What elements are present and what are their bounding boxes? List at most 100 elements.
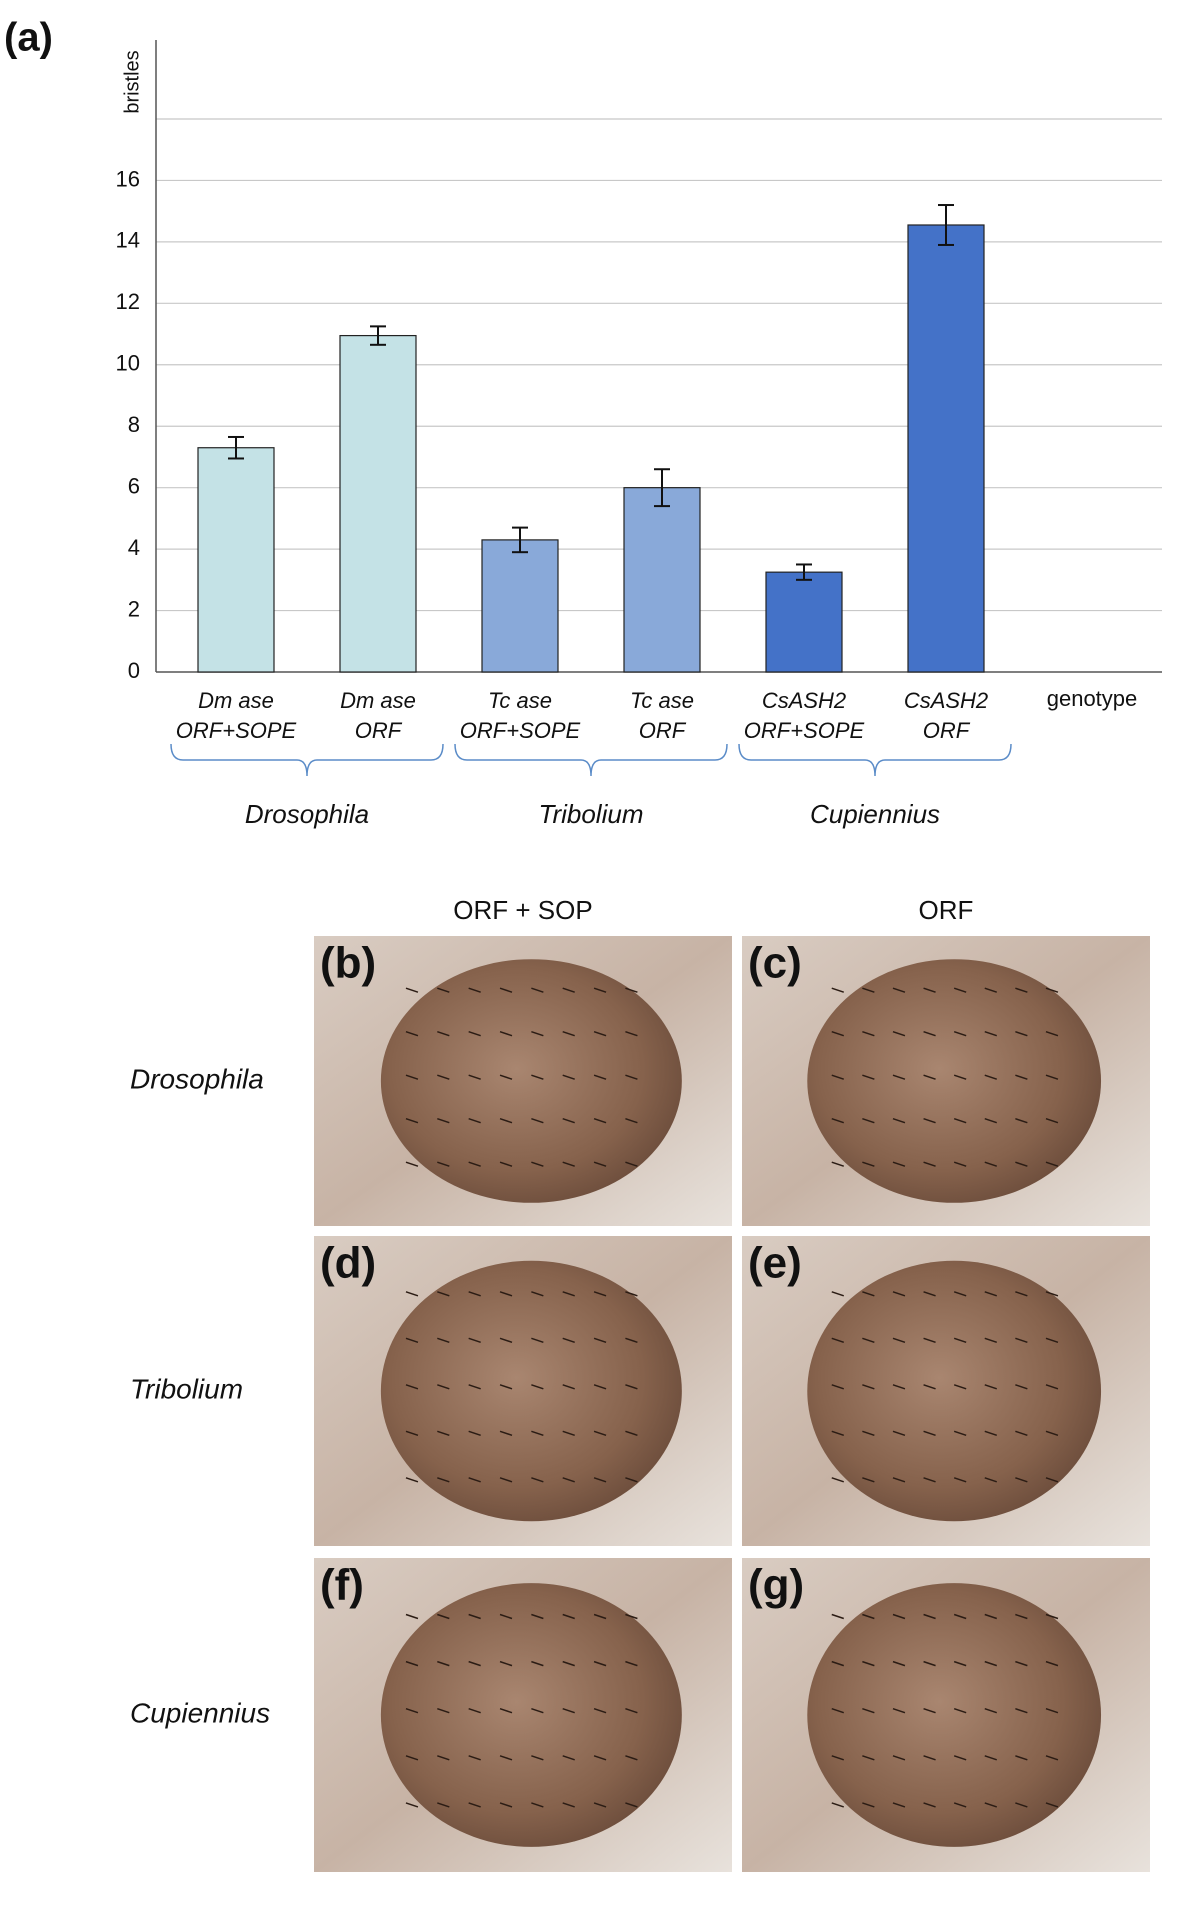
y-tick-label: 2 (128, 596, 140, 621)
bristle (531, 1613, 544, 1620)
bristle (1015, 1384, 1028, 1390)
bristle (831, 1802, 844, 1808)
bristle (405, 1074, 419, 1080)
bristle (468, 1030, 481, 1037)
bristle (468, 1337, 481, 1344)
bristle (831, 1074, 844, 1080)
bristle (892, 1477, 906, 1483)
bristle (1045, 1384, 1059, 1390)
bristle (862, 1477, 875, 1483)
bristle (531, 1477, 544, 1483)
bristle (831, 1161, 844, 1167)
bristle (984, 1660, 997, 1667)
bristle (1045, 1613, 1059, 1620)
bristle (1045, 1074, 1059, 1080)
bristle (831, 1708, 844, 1714)
bristle (593, 1337, 607, 1344)
bristle (625, 1337, 638, 1344)
bristle (892, 987, 906, 993)
bristle (437, 1161, 450, 1167)
bristle (437, 1384, 450, 1390)
bristle (862, 1660, 875, 1667)
bristle (468, 1755, 481, 1761)
bristle (405, 1755, 419, 1761)
bristle (923, 1030, 936, 1037)
bristle (1045, 1755, 1059, 1761)
bristle (1045, 1291, 1059, 1297)
thorax (807, 1260, 1102, 1522)
bristle (468, 1477, 481, 1483)
bristle (405, 1430, 419, 1437)
bristle (923, 1337, 936, 1344)
bristle (953, 987, 967, 993)
bristle (953, 1074, 967, 1080)
bristle (562, 1030, 575, 1037)
bristle (499, 1802, 513, 1808)
bristle (984, 1802, 997, 1808)
bristle (1015, 1030, 1028, 1037)
x-tick-label: CsASH2 ORF+SOPE (744, 688, 865, 743)
bristle (953, 1337, 967, 1344)
bristle (892, 1708, 906, 1714)
bristle (437, 1291, 450, 1297)
bristle (437, 987, 450, 993)
bristle (499, 1117, 513, 1124)
group-label: Tribolium (539, 799, 644, 829)
bristle (862, 1430, 875, 1437)
bar (907, 224, 985, 673)
bristle (953, 1477, 967, 1483)
column-header: ORF + SOP (453, 895, 592, 925)
bristle (923, 1161, 936, 1167)
bristle (562, 1161, 575, 1167)
bristle (499, 1613, 513, 1620)
y-axis-label: bristles (121, 50, 143, 113)
bristle (468, 1291, 481, 1297)
bristle (953, 1708, 967, 1714)
bristle (625, 987, 638, 993)
column-header: ORF (919, 895, 974, 925)
bristle (593, 1802, 607, 1808)
bristle (1045, 1660, 1059, 1667)
bristle (593, 1384, 607, 1390)
bristle (562, 1291, 575, 1297)
bristle (862, 1755, 875, 1761)
bristle (1045, 1708, 1059, 1714)
bristle (892, 1755, 906, 1761)
bar (197, 447, 275, 673)
bristle (562, 1613, 575, 1620)
bristle (499, 987, 513, 993)
bristle (953, 1802, 967, 1808)
bristle (984, 1430, 997, 1437)
bristle (593, 987, 607, 993)
bristle (437, 1030, 450, 1037)
bristle (468, 1074, 481, 1080)
bristle (531, 1660, 544, 1667)
bristle (625, 1708, 638, 1714)
bristle (892, 1074, 906, 1080)
bristle (405, 1337, 419, 1344)
bristle (831, 1755, 844, 1761)
row-label: Drosophila (130, 1063, 264, 1094)
bristle (1015, 1660, 1028, 1667)
group-brace (170, 743, 444, 777)
bristle (953, 1161, 967, 1167)
bristle (468, 1613, 481, 1620)
bristle (953, 1613, 967, 1620)
bristle (831, 1291, 844, 1297)
bristle (499, 1477, 513, 1483)
bristle (892, 1613, 906, 1620)
bristle (625, 1613, 638, 1620)
panel-letter: (f) (320, 1561, 364, 1610)
bristle (984, 1074, 997, 1080)
bristle (892, 1430, 906, 1437)
bristle (862, 1074, 875, 1080)
bristle (923, 1755, 936, 1761)
bristle (531, 1291, 544, 1297)
bristle (499, 1384, 513, 1390)
bristle (593, 1477, 607, 1483)
bristle (437, 1074, 450, 1080)
bristle (625, 1802, 638, 1808)
bristle (437, 1660, 450, 1667)
x-tick-label: Dm ase ORF (340, 688, 416, 743)
